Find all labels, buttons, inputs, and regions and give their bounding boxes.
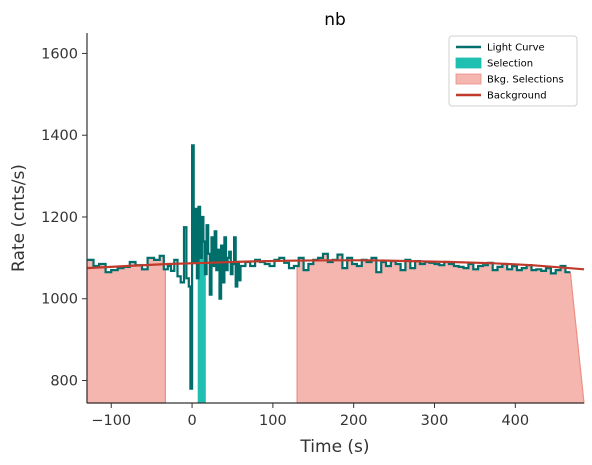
legend-label: Selection [487, 59, 533, 70]
background-fit-line [86, 259, 585, 271]
x-tick-label: 100 [259, 413, 287, 429]
y-tick-label: 1600 [41, 46, 78, 62]
bkg-selection-region [86, 255, 166, 404]
legend-label: Light Curve [487, 43, 545, 54]
x-axis-label: Time (s) [299, 437, 369, 457]
x-tick-label: 200 [340, 413, 368, 429]
bkg-selection-region [296, 253, 585, 404]
axes: −100 0 100 200 300 400 800 1000 1200 1400 1600 [41, 33, 584, 429]
legend-swatch [455, 57, 482, 69]
y-tick-label: 1200 [41, 210, 78, 226]
x-tick-label: 0 [187, 413, 196, 429]
legend-label: Bkg. Selections [487, 75, 564, 86]
x-tick-label: −100 [91, 413, 131, 429]
legend: Light Curve Selection Bkg. Selections Backg… [448, 35, 578, 107]
legend-frame [448, 35, 578, 107]
y-tick-label: 800 [50, 374, 78, 390]
x-tick-label: 300 [421, 413, 449, 429]
chart-title: nb [324, 10, 346, 30]
y-tick-label: 1000 [41, 292, 78, 308]
x-tick-label: 400 [501, 413, 529, 429]
y-tick-label: 1400 [41, 128, 78, 144]
legend-label: Background [487, 91, 547, 102]
legend-swatch [455, 73, 482, 85]
y-axis-label: Rate (cnts/s) [9, 164, 29, 272]
plot-area [86, 144, 585, 404]
